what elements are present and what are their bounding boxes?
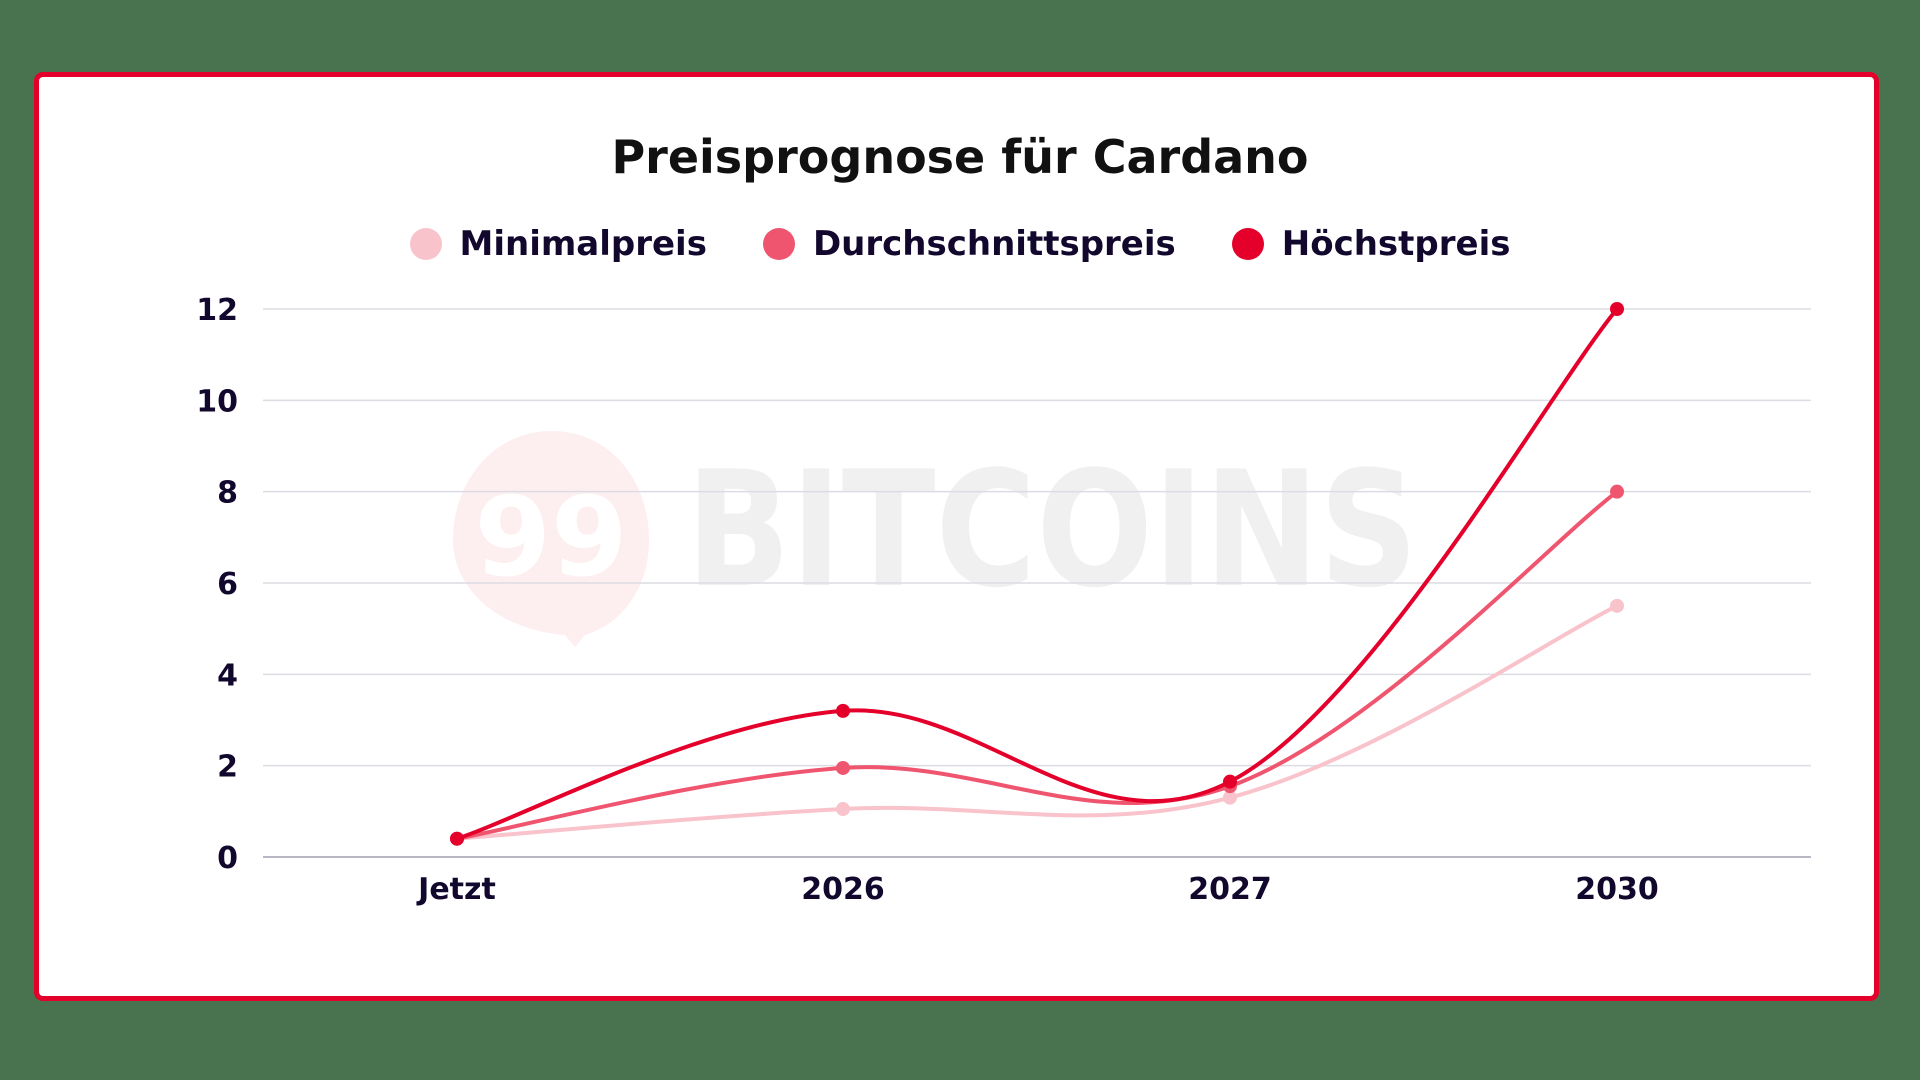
data-point[interactable] — [836, 802, 850, 817]
y-axis: 0 2 4 6 8 10 12 — [196, 293, 238, 876]
data-point[interactable] — [1223, 774, 1237, 789]
series-höchstpreis — [450, 302, 1624, 846]
data-point[interactable] — [1610, 302, 1624, 316]
x-axis: Jetzt 2026 2027 2030 — [416, 872, 1659, 907]
data-point[interactable] — [836, 703, 850, 718]
legend-dot-icon — [409, 228, 442, 260]
legend-item-hoechstpreis[interactable]: Höchstpreis — [1231, 224, 1511, 264]
data-point[interactable] — [1223, 790, 1237, 805]
y-tick-label: 0 — [217, 841, 238, 876]
x-tick-label: 2027 — [1188, 872, 1272, 907]
data-point[interactable] — [450, 831, 464, 846]
y-tick-label: 8 — [217, 476, 238, 511]
legend-item-durchschnittspreis[interactable]: Durchschnittspreis — [762, 224, 1176, 264]
watermark-text: BITCOINS — [686, 436, 1418, 623]
series-lines — [450, 302, 1624, 846]
legend-dot-icon — [762, 228, 795, 260]
x-tick-label: 2030 — [1575, 872, 1659, 907]
watermark-logo: 99 BITCOINS — [453, 431, 1418, 647]
legend-label: Höchstpreis — [1281, 224, 1511, 264]
legend: Minimalpreis Durchschnittspreis Höchstpr… — [0, 224, 1920, 264]
x-tick-label: Jetzt — [416, 872, 496, 907]
data-point[interactable] — [1610, 484, 1624, 499]
chart-card — [34, 72, 1879, 1001]
watermark-badge: 99 — [474, 473, 627, 601]
series-minimalpreis — [450, 598, 1624, 846]
legend-dot-icon — [1231, 228, 1264, 260]
chart-title: Preisprognose für Cardano — [611, 130, 1309, 184]
data-point[interactable] — [1610, 598, 1624, 613]
legend-label: Durchschnittspreis — [812, 224, 1176, 264]
y-tick-label: 6 — [217, 567, 238, 602]
y-tick-label: 2 — [217, 750, 238, 785]
y-tick-label: 4 — [217, 658, 238, 693]
y-tick-label: 10 — [196, 384, 238, 419]
x-tick-label: 2026 — [801, 872, 885, 907]
y-tick-label: 12 — [196, 293, 238, 328]
legend-label: Minimalpreis — [459, 224, 707, 264]
legend-item-minimalpreis[interactable]: Minimalpreis — [409, 224, 707, 264]
gridlines — [263, 308, 1811, 858]
data-point[interactable] — [836, 760, 850, 775]
